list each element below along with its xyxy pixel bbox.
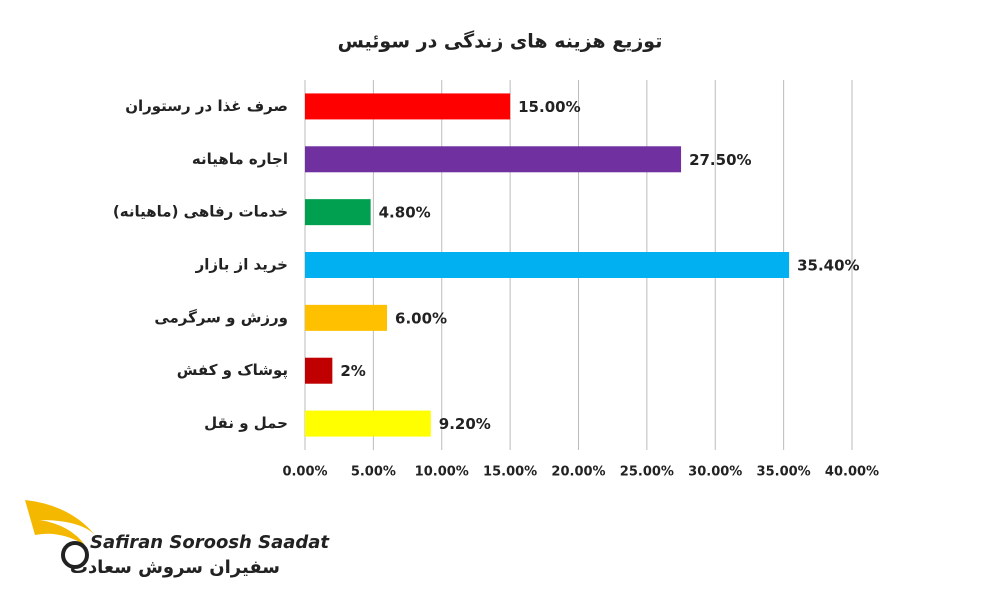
bar (305, 410, 431, 437)
bar (305, 252, 790, 278)
x-tick-label: 15.00% (483, 465, 537, 480)
y-tick-label: صرف غذا در رستوران (125, 97, 288, 115)
chart-title: توزیع هزینه های زندگی در سوئیس (338, 30, 663, 53)
value-label: 2% (340, 362, 365, 380)
logo-text-en: Safiran Soroosh Saadat (90, 532, 330, 553)
y-tick-label: اجاره ماهیانه (192, 150, 288, 168)
x-tick-label: 30.00% (688, 465, 742, 480)
value-label: 15.00% (518, 98, 580, 116)
bar (305, 146, 682, 173)
bar (305, 199, 371, 226)
logo-wing (25, 500, 95, 545)
bar (305, 357, 333, 384)
logo-mark (61, 541, 89, 569)
x-tick-label: 25.00% (620, 465, 674, 480)
y-tick-label: خرید از بازار (195, 256, 288, 274)
y-tick-label: ورزش و سرگرمی (154, 308, 288, 326)
x-tick-label: 5.00% (351, 465, 396, 480)
logo-text-fa: سفیران سروش سعادت (70, 557, 280, 578)
y-tick-label: خدمات رفاهی (ماهیانه) (113, 203, 288, 221)
value-label: 4.80% (379, 204, 431, 222)
value-label: 9.20% (439, 415, 491, 433)
x-tick-label: 20.00% (551, 465, 605, 480)
value-label: 35.40% (797, 257, 859, 275)
x-tick-label: 10.00% (415, 465, 469, 480)
logo: Safiran Soroosh Saadat سفیران سروش سعادت (25, 500, 330, 578)
x-tick-label: 35.00% (757, 465, 811, 480)
value-label: 6.00% (395, 309, 447, 327)
bar (305, 93, 511, 120)
bar (305, 304, 388, 331)
x-tick-label: 0.00% (282, 465, 327, 480)
x-tick-label: 40.00% (825, 465, 879, 480)
y-tick-label: پوشاک و کفش (177, 361, 288, 380)
value-label: 27.50% (689, 151, 751, 169)
y-tick-label: حمل و نقل (204, 414, 288, 432)
